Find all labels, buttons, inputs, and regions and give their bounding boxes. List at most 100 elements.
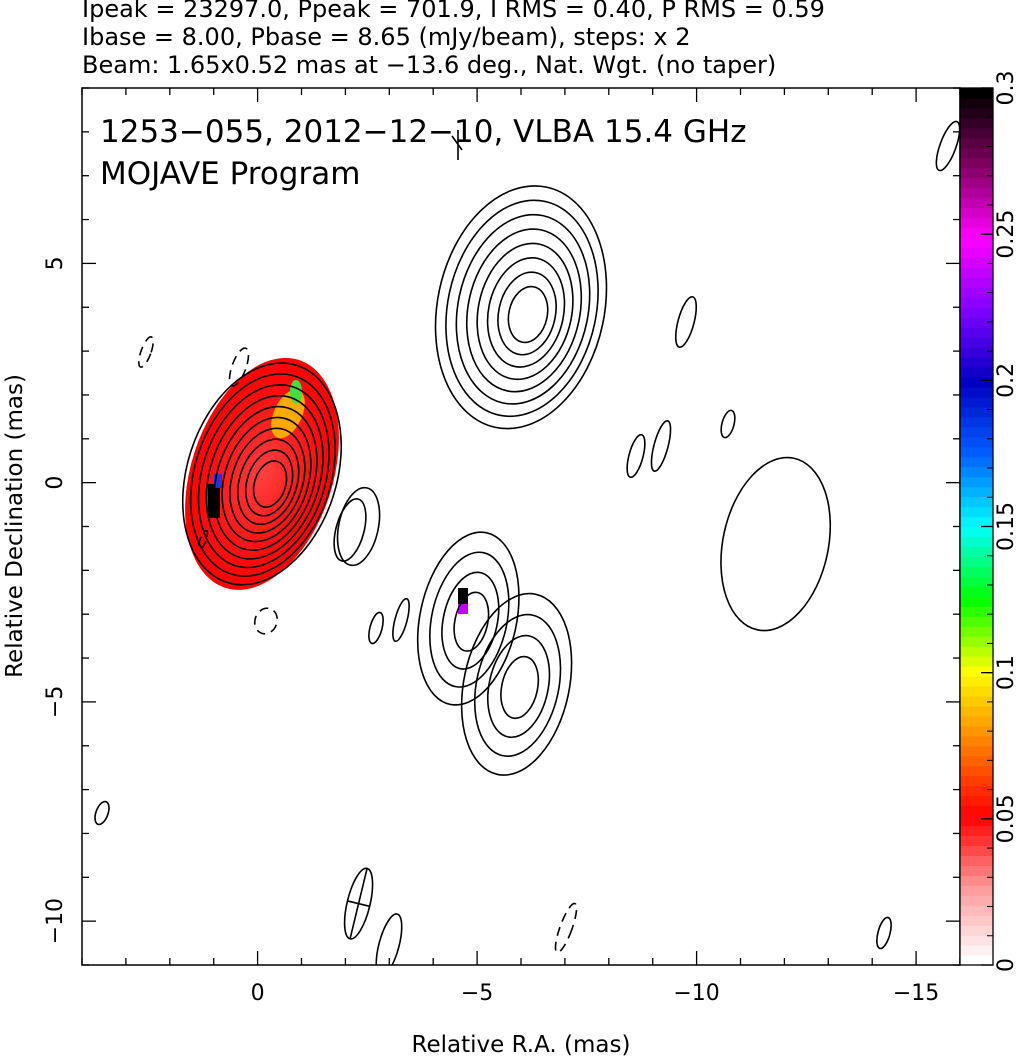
colorbar-segment — [960, 187, 993, 199]
colorbar-segment — [960, 576, 993, 587]
component-contour — [336, 486, 381, 567]
component-contour — [487, 634, 551, 739]
colorbar-segment — [960, 476, 993, 488]
component-contour — [720, 456, 832, 632]
knot-polarization — [458, 588, 468, 608]
component-contour — [460, 592, 573, 776]
y-tick-label: 5 — [43, 256, 68, 270]
colorbar-segment — [960, 257, 993, 268]
beam-ellipse — [343, 867, 374, 940]
colorbar-segment — [960, 606, 993, 617]
colorbar-segment — [960, 137, 993, 149]
y-tick-label: 0 — [43, 476, 68, 490]
colorbar-segment — [960, 197, 993, 209]
colorbar-segment — [960, 945, 993, 956]
knot-polarization — [458, 604, 468, 614]
colorbar-segment — [960, 795, 993, 807]
colorbar-segment — [960, 317, 993, 328]
component-contour — [465, 228, 583, 393]
colorbar-segment — [960, 506, 993, 518]
component-contour — [429, 551, 510, 688]
x-tick-label: −15 — [893, 981, 939, 1006]
core-contour — [181, 362, 343, 586]
colorbar-segment — [960, 626, 993, 637]
component-contour — [416, 531, 520, 706]
colorbar-segment — [960, 267, 993, 278]
y-axis-label: Relative Declination (mas) — [2, 374, 28, 678]
colorbar-segment — [960, 865, 993, 876]
core-contour — [237, 438, 300, 526]
colorbar-segment — [960, 885, 993, 896]
colorbar-segment — [960, 735, 993, 747]
colorbar-segment — [960, 436, 993, 448]
colorbar-segment — [960, 406, 993, 418]
colorbar-segment — [960, 426, 993, 438]
beam-major-axis — [349, 868, 368, 939]
colorbar-segment — [960, 297, 993, 308]
colorbar-segment — [960, 616, 993, 627]
colorbar-segment — [960, 755, 993, 767]
header-line-3: Beam: 1.65x0.52 mas at −13.6 deg., Nat. … — [82, 51, 776, 79]
colorbar-segment — [960, 785, 993, 797]
component-contour — [507, 285, 549, 344]
colorbar-segment — [960, 765, 993, 777]
y-axis: 5 0 −5 −10 — [43, 87, 960, 966]
colorbar-segment — [960, 725, 993, 737]
colorbar-segment — [960, 705, 993, 717]
core-contour — [213, 405, 318, 552]
contour-layer — [181, 185, 832, 776]
colorbar-segment — [960, 895, 993, 906]
colorbar-segment — [960, 227, 993, 239]
colorbar-segment — [960, 825, 993, 837]
colorbar-segment — [960, 905, 993, 916]
colorbar-segment — [960, 157, 993, 169]
colorbar-segment — [960, 546, 993, 557]
colorbar-segment — [960, 416, 993, 428]
colorbar-segment — [960, 596, 993, 607]
colorbar-segment — [960, 496, 993, 508]
colorbar-segment — [960, 466, 993, 478]
core-contour — [252, 460, 288, 508]
colorbar-segment — [960, 835, 993, 847]
colorbar-segment — [960, 327, 993, 338]
y-tick-label: −10 — [43, 898, 68, 944]
colorbar-segment — [960, 147, 993, 159]
colorbar-segment — [960, 446, 993, 458]
core-contour — [244, 449, 294, 517]
colorbar-segment — [960, 566, 993, 577]
component-contour — [453, 591, 490, 652]
colorbar-segment — [960, 377, 993, 388]
colorbar-segment — [960, 685, 993, 697]
colorbar-segment — [960, 815, 993, 827]
colorbar-tick-label: 0.15 — [994, 502, 1019, 551]
colorbar-segment — [960, 586, 993, 597]
component-contour — [500, 655, 540, 720]
colorbar-segment — [960, 516, 993, 528]
colorbar-segment — [960, 536, 993, 548]
colorbar-segment — [960, 526, 993, 538]
component-contour — [497, 271, 557, 356]
y-tick-label: −5 — [43, 686, 68, 718]
core-contour — [229, 427, 306, 534]
colorbar-segment — [960, 277, 993, 288]
colorbar-tick-label: 0 — [994, 958, 1019, 972]
colorbar-segment — [960, 367, 993, 378]
colorbar-segment — [960, 925, 993, 936]
colorbar-segment — [960, 347, 993, 358]
colorbar-segment — [960, 167, 993, 179]
colorbar-segment — [960, 217, 993, 229]
colorbar-segment — [960, 247, 993, 259]
colorbar-segment — [960, 177, 993, 189]
component-contour — [473, 613, 562, 757]
edge-polarization — [213, 473, 222, 488]
colorbar-segment — [960, 287, 993, 298]
colorbar-segment — [960, 337, 993, 348]
colorbar-segment — [960, 675, 993, 687]
colorbar-segment — [960, 875, 993, 886]
colorbar: 0 0.05 0.1 0.15 0.2 0.25 0.3 — [959, 71, 1019, 972]
colorbar-segment — [960, 237, 993, 249]
colorbar-segment — [960, 775, 993, 787]
x-axis: 0 −5 −10 −15 — [81, 88, 961, 1006]
core-contour — [189, 373, 336, 577]
